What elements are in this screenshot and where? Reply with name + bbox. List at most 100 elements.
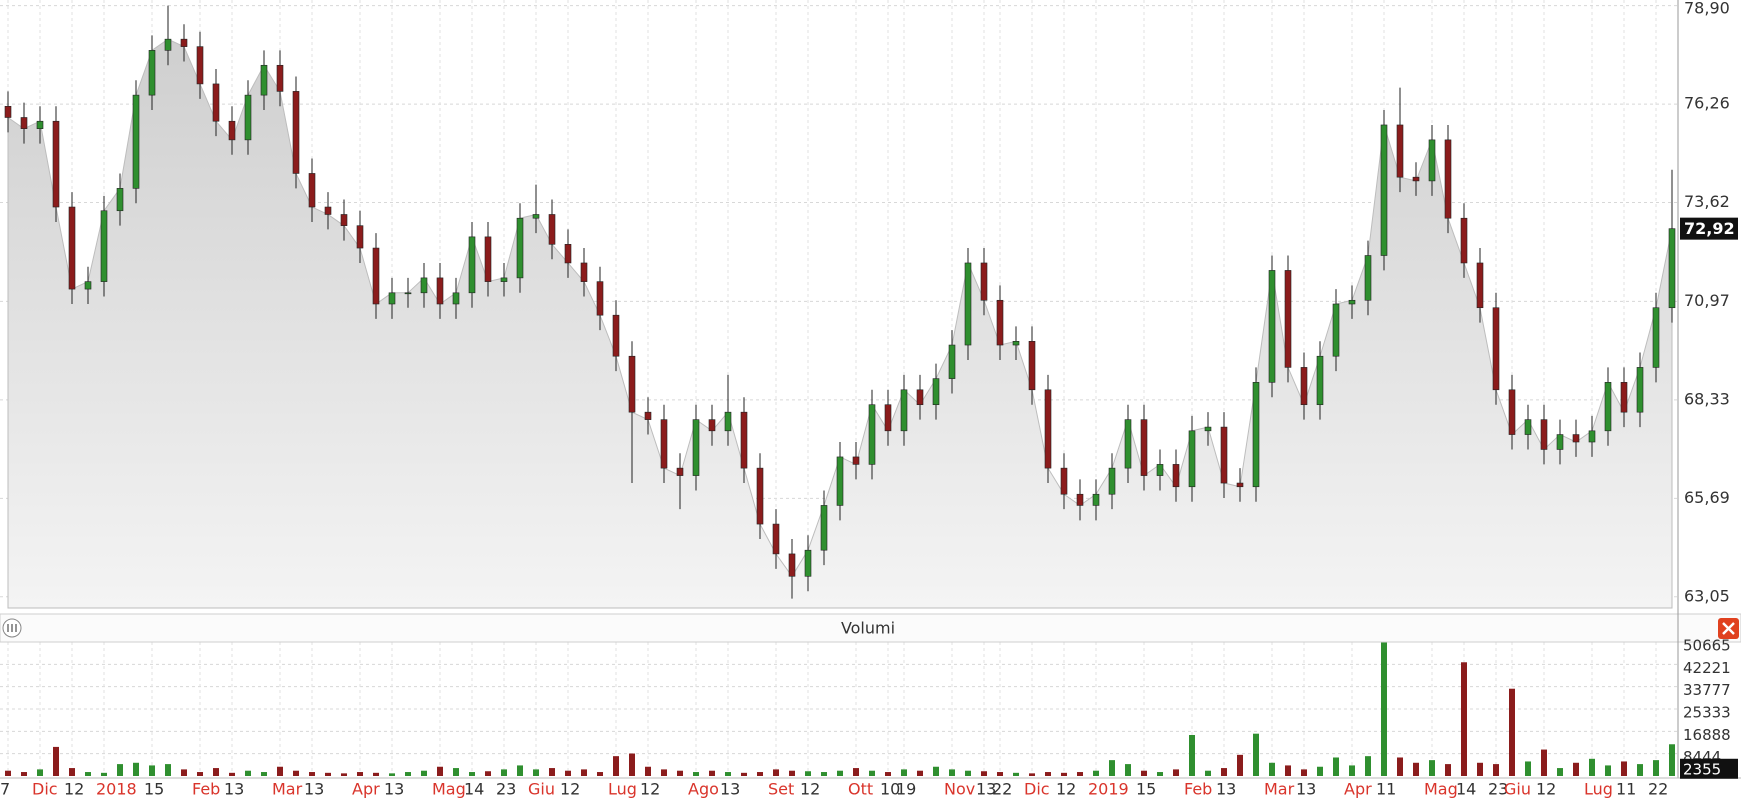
candle-body (20, 117, 28, 129)
candle-body (388, 292, 396, 305)
volume-bar (357, 772, 363, 776)
volume-bar (1525, 761, 1531, 776)
volume-bar (741, 772, 747, 776)
current-price-badge (1680, 217, 1738, 240)
y-tick-label: 78,90 (1684, 0, 1730, 18)
candle-body (1172, 464, 1180, 488)
volume-bar (1541, 749, 1547, 776)
volume-bar (1349, 765, 1355, 776)
candle-body (548, 214, 556, 245)
volume-bar (1253, 733, 1259, 776)
volume-bar (1205, 770, 1211, 776)
volume-bar (325, 772, 331, 776)
candle-body (36, 120, 44, 129)
x-tick-label: 11 (1616, 780, 1636, 799)
candle-body (916, 389, 924, 406)
volume-bar (421, 770, 427, 776)
candle-body (804, 549, 812, 577)
candle-body (372, 247, 380, 305)
volume-bar (1429, 760, 1435, 776)
candle-body (1412, 176, 1420, 182)
volume-bar (613, 756, 619, 776)
candle-body (564, 244, 572, 264)
x-tick-label: 12 (1056, 780, 1076, 799)
candle-body (1524, 419, 1532, 435)
volume-bar (5, 770, 11, 776)
volume-bar (1269, 762, 1275, 776)
volume-tick-label: 42221 (1683, 659, 1731, 677)
candle-body (1380, 124, 1388, 256)
candle-body (948, 344, 956, 379)
volume-bar (1333, 757, 1339, 776)
volume-bar (485, 771, 491, 776)
volume-bar (901, 769, 907, 776)
x-tick-label: 22 (992, 780, 1012, 799)
volume-bar (533, 769, 539, 776)
volume-bar (1109, 760, 1115, 776)
candle-body (1124, 419, 1132, 469)
current-volume-badge (1680, 758, 1738, 779)
volume-bar (757, 772, 763, 776)
candle-body (1348, 299, 1356, 305)
volume-bar (581, 769, 587, 776)
volume-bar (725, 772, 731, 776)
volume-bar (309, 772, 315, 776)
candle-body (1652, 307, 1660, 368)
x-tick-label: 13 (976, 780, 996, 799)
x-tick-label: Giu (528, 780, 555, 799)
volume-bar (1413, 762, 1419, 776)
volume-bar (693, 772, 699, 776)
volume-bar (1589, 758, 1595, 776)
y-tick-label: 70,97 (1684, 291, 1730, 310)
volume-bar (965, 770, 971, 776)
x-tick-label: 2019 (1088, 780, 1129, 799)
volume-bar (709, 770, 715, 776)
volume-bar (469, 772, 475, 776)
candle-body (1044, 389, 1052, 469)
volume-bar (293, 770, 299, 776)
volume-bar (789, 770, 795, 776)
candle-body (260, 64, 268, 96)
candle-body (1668, 228, 1676, 309)
candle-body (756, 467, 764, 525)
x-tick-label: Mar (272, 780, 303, 799)
volume-bar (949, 769, 955, 776)
x-tick-label: Apr (352, 780, 380, 799)
x-tick-label: 12 (64, 780, 84, 799)
candle-body (468, 236, 476, 294)
candle-body (1156, 464, 1164, 476)
volume-bar (661, 769, 667, 776)
x-tick-label: 10 (880, 780, 900, 799)
x-tick-label: Dic (32, 780, 58, 799)
candle-body (52, 120, 60, 208)
volume-bar (1093, 770, 1099, 776)
volume-bar (885, 772, 891, 776)
volume-bar (1189, 735, 1195, 776)
volume-bar (933, 766, 939, 776)
candle-body (980, 262, 988, 301)
candle-body (164, 38, 172, 51)
volume-bar (1221, 768, 1227, 776)
volume-bar (1493, 764, 1499, 776)
volume-title: Volumi (841, 619, 895, 638)
indicator-icon-lines (7, 624, 17, 632)
x-tick-label: Mag (1424, 780, 1458, 799)
volume-bar (1237, 754, 1243, 776)
candle-body (1540, 419, 1548, 450)
x-tick-label: Feb (192, 780, 220, 799)
candle-body (1028, 341, 1036, 391)
candle-body (1316, 355, 1324, 406)
candle-body (628, 355, 636, 413)
candle-body (1636, 367, 1644, 413)
candle-body (532, 214, 540, 219)
candle-body (1492, 307, 1500, 391)
x-tick-label: 15 (1136, 780, 1156, 799)
x-tick-label: Lug (608, 780, 637, 799)
candle-body (1588, 430, 1596, 443)
x-tick-label: Set (768, 780, 794, 799)
volume-bar (1317, 766, 1323, 776)
volume-bar (677, 770, 683, 776)
candle-body (244, 94, 252, 141)
